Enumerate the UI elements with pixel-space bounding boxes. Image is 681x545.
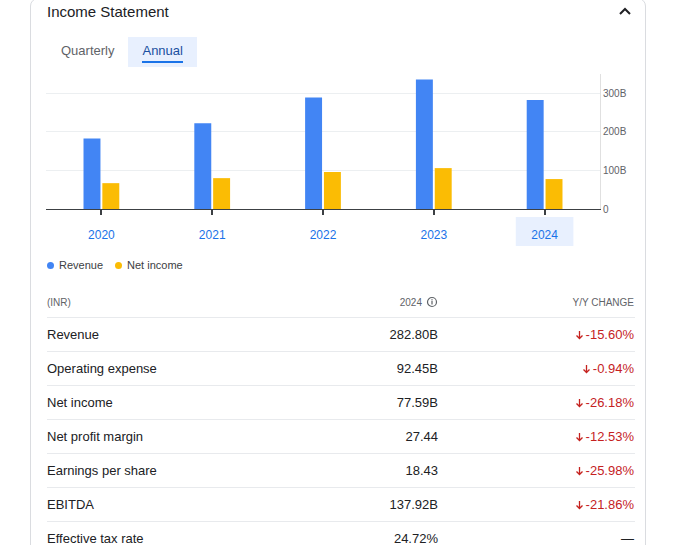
html-text:2024: 2024 [399,296,422,308]
html-text:Net income: Net income [47,395,113,410]
svg-text:300B: 300B [603,88,627,99]
html-text:24.72%: 24.72% [393,531,438,545]
html-text:-21.86%: -21.86% [585,497,634,512]
html-text:282.80B: 282.80B [389,327,438,342]
html-text:Revenue: Revenue [59,259,103,271]
svg-text:200B: 200B [603,126,627,137]
html-text:Earnings per share: Earnings per share [47,463,157,478]
svg-text:2020: 2020 [88,228,115,242]
html-text:Y/Y CHANGE: Y/Y CHANGE [572,296,634,308]
html-text:Net profit margin: Net profit margin [47,429,144,444]
svg-text:0: 0 [603,204,609,215]
html-text:137.92B: 137.92B [389,497,438,512]
html-text:Income Statement: Income Statement [47,3,169,20]
html-text:-12.53%: -12.53% [585,429,634,444]
svg-text:2022: 2022 [310,228,337,242]
svg-text:2023: 2023 [420,228,447,242]
html-text:Revenue: Revenue [47,327,99,342]
svg-text:2021: 2021 [199,228,226,242]
html-text:77.59B: 77.59B [396,395,438,410]
html-text:18.43: 18.43 [405,463,438,478]
html-text:-15.60%: -15.60% [585,327,634,342]
html-text:Quarterly: Quarterly [61,43,115,58]
html-text:27.44: 27.44 [405,429,438,444]
html-text:-25.98%: -25.98% [585,463,634,478]
html-text:-26.18%: -26.18% [585,395,634,410]
html-text:EBITDA: EBITDA [47,497,94,512]
svg-text:2024: 2024 [531,228,558,242]
html-text:Effective tax rate: Effective tax rate [47,531,144,545]
svg-text:100B: 100B [603,165,627,176]
html-text:92.45B: 92.45B [396,361,438,376]
html-text:-0.94%: -0.94% [592,361,634,376]
html-text:Operating expense: Operating expense [47,361,157,376]
html-text:Annual: Annual [142,43,183,58]
html-text:Net income: Net income [127,259,183,271]
html-text:(INR): (INR) [47,296,71,308]
